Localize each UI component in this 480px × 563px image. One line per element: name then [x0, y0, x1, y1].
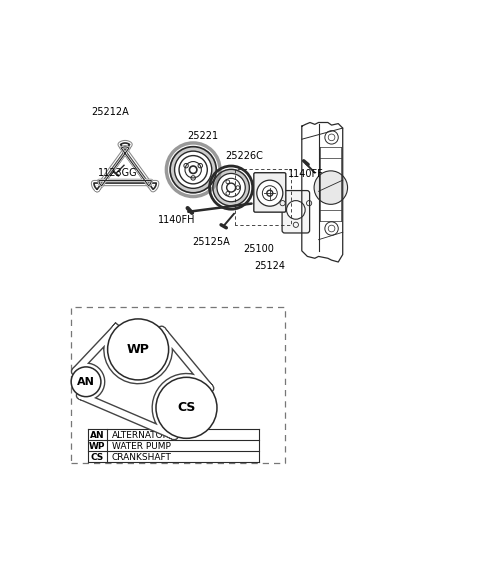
Text: 1140FH: 1140FH	[158, 215, 196, 225]
Text: 25125A: 25125A	[192, 236, 229, 247]
Circle shape	[108, 319, 168, 380]
Circle shape	[314, 171, 348, 204]
Text: 25212A: 25212A	[91, 107, 129, 117]
Text: WATER PUMP: WATER PUMP	[112, 442, 170, 451]
Circle shape	[325, 222, 338, 235]
Text: 25226C: 25226C	[225, 151, 263, 161]
FancyBboxPatch shape	[254, 173, 286, 212]
Text: 1140FF: 1140FF	[288, 169, 324, 179]
Text: 25221: 25221	[188, 131, 219, 141]
Text: 25100: 25100	[243, 244, 275, 254]
Text: 1123GG: 1123GG	[98, 168, 137, 178]
Text: WP: WP	[127, 343, 150, 356]
Text: AN: AN	[77, 377, 95, 387]
Text: 25124: 25124	[255, 261, 286, 271]
Text: CS: CS	[177, 401, 196, 414]
Text: CRANKSHAFT: CRANKSHAFT	[112, 453, 171, 462]
Circle shape	[71, 367, 101, 397]
Bar	[71, 307, 285, 463]
Circle shape	[257, 180, 283, 206]
Text: WP: WP	[89, 442, 106, 451]
Text: CS: CS	[91, 453, 104, 462]
Text: AN: AN	[90, 431, 105, 440]
Text: ALTERNATOR: ALTERNATOR	[112, 431, 169, 440]
Circle shape	[156, 377, 217, 439]
Circle shape	[325, 131, 338, 144]
Circle shape	[324, 172, 340, 189]
FancyBboxPatch shape	[282, 190, 310, 233]
Circle shape	[287, 200, 305, 219]
